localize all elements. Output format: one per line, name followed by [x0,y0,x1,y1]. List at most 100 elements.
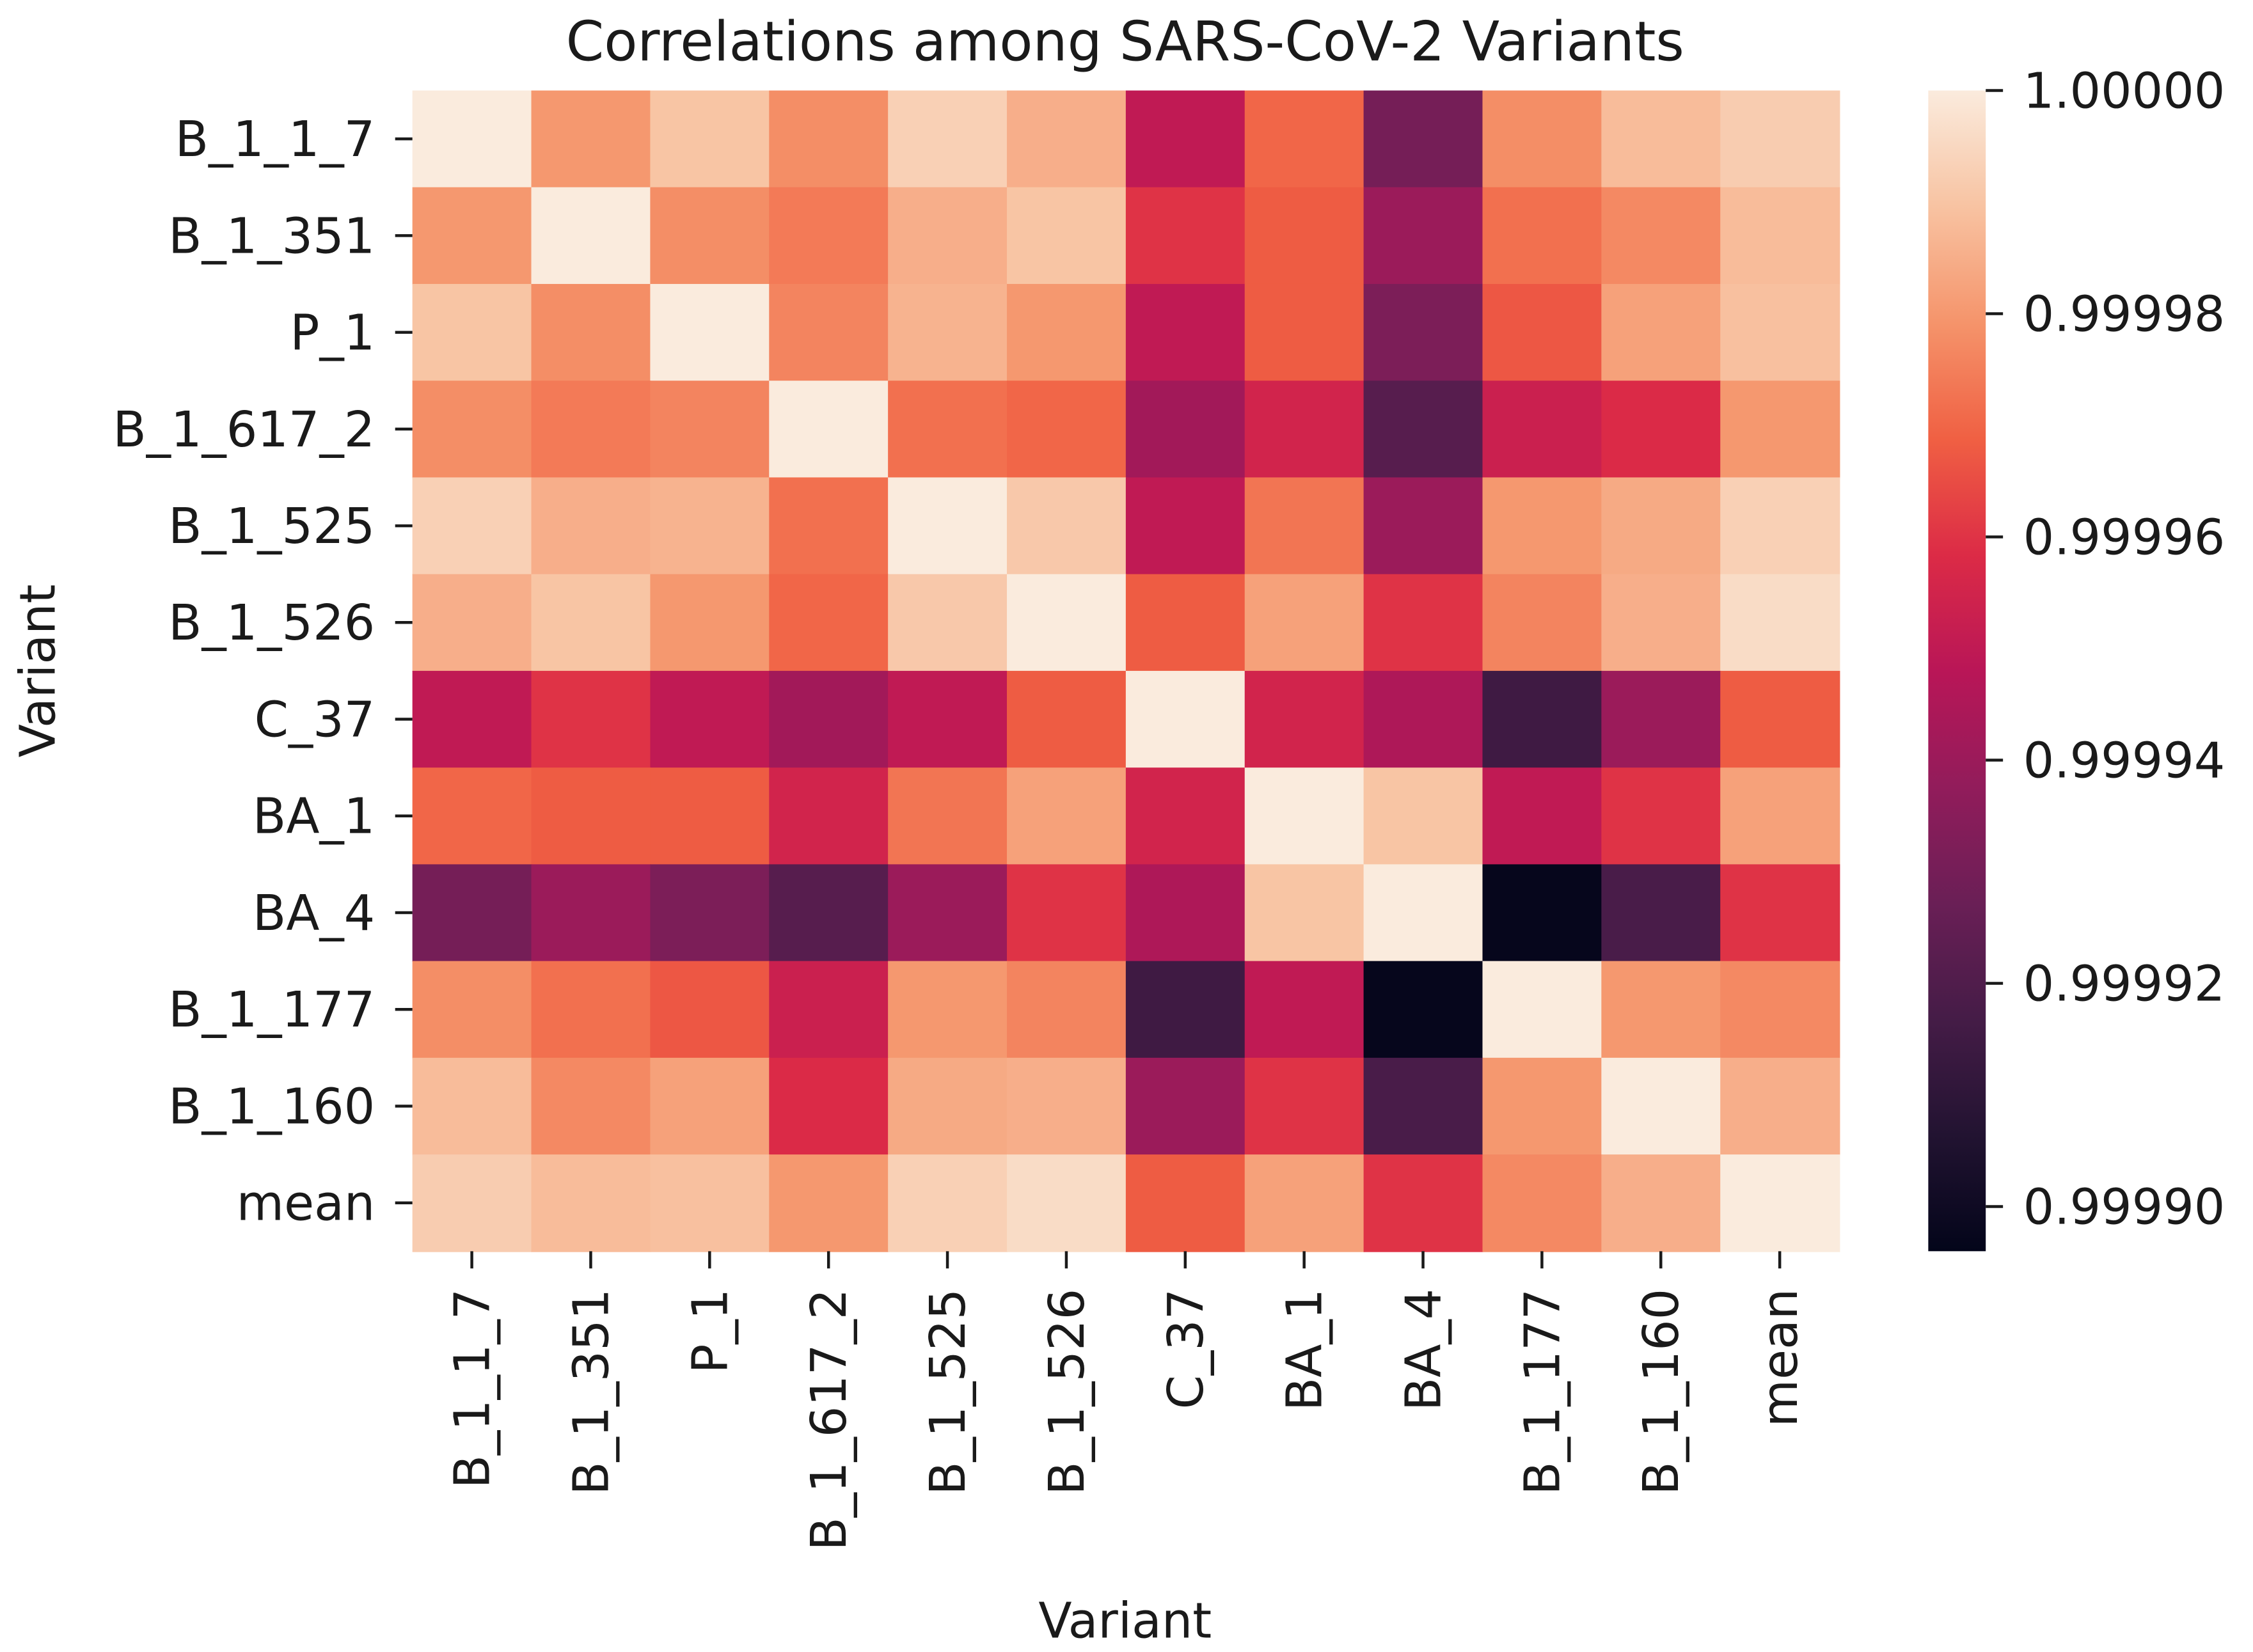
heatmap-cell [1125,477,1246,576]
heatmap-cell [888,381,1008,478]
heatmap-cell [1007,283,1127,382]
y-axis-ticks: B_1_1_7 B_1_351 P_1 B_1_617_2 B_1_525 B_1_526… [113,111,413,1232]
y-tick-label: B_1_177 [168,982,375,1039]
heatmap-cell [1720,670,1840,769]
heatmap-cell [769,477,889,576]
heatmap-cell [888,864,1008,962]
heatmap-cell [1125,187,1246,285]
heatmap-cell [769,767,889,865]
heatmap-cell [769,670,889,769]
heatmap-cell [650,283,770,382]
heatmap-cell [888,670,1008,769]
heatmap-cell [1363,864,1483,962]
heatmap-cell [769,574,889,672]
heatmap-cell [1363,574,1483,672]
heatmap-cell [1244,477,1364,576]
colorbar [1928,90,1986,1252]
heatmap-cell [769,381,889,478]
heatmap-cell [1482,1057,1602,1156]
heatmap-cell [888,1154,1008,1252]
heatmap-cell [1482,574,1602,672]
heatmap-cell [1482,961,1602,1059]
y-axis-label: Variant [10,585,67,758]
heatmap-cell [1601,1057,1721,1156]
heatmap-cell [1125,574,1246,672]
heatmap-cell [1720,1154,1840,1252]
y-tick-label: B_1_160 [168,1078,375,1135]
heatmap-cell [1125,381,1246,478]
heatmap-cell [1244,961,1364,1059]
heatmap-cell [1125,670,1246,769]
heatmap-cell [412,90,532,189]
heatmap-cell [412,961,532,1059]
heatmap-cell [1007,90,1127,189]
heatmap-cell [888,1057,1008,1156]
y-tick-label: B_1_526 [168,595,375,652]
y-tick-label: BA_4 [253,885,375,942]
colorbar-tick-label: 0.99996 [2023,509,2225,566]
heatmap-cell [531,574,651,672]
heatmap-cell [1244,1154,1364,1252]
heatmap-cell [412,864,532,962]
heatmap-cell [412,1154,532,1252]
heatmap-cell [1482,187,1602,285]
heatmap-cell [769,864,889,962]
heatmap-cell [1007,767,1127,865]
heatmap-cell [1601,961,1721,1059]
heatmap-cell [531,1057,651,1156]
heatmap-cell [1482,670,1602,769]
heatmap-cell [1601,381,1721,478]
x-axis-label: Variant [1038,1593,1212,1650]
heatmap-cell [1007,670,1127,769]
heatmap-cell [1482,90,1602,189]
heatmap-cell [1601,90,1721,189]
x-tick-label: B_1_351 [563,1289,620,1495]
heatmap-cell [1720,187,1840,285]
heatmap-cell [1244,767,1364,865]
heatmap-cell [1244,864,1364,962]
heatmap-cell [1363,477,1483,576]
heatmap-cell [1482,283,1602,382]
x-tick-label: B_1_525 [920,1289,977,1495]
x-tick-label: mean [1752,1289,1809,1428]
y-tick-label: mean [237,1176,376,1232]
heatmap-cell [1244,574,1364,672]
heatmap-cell [1601,1154,1721,1252]
heatmap-cell [412,574,532,672]
heatmap-cell [412,187,532,285]
x-tick-label: P_1 [682,1289,739,1374]
heatmap-cell [1720,381,1840,478]
heatmap-cell [1363,670,1483,769]
heatmap-cell [1363,1154,1483,1252]
heatmap-cell [650,1057,770,1156]
heatmap-cell [1482,864,1602,962]
heatmap-cell [1720,574,1840,672]
heatmap-cell [1601,477,1721,576]
y-tick-label: P_1 [290,305,375,362]
heatmap-cell [531,1154,651,1252]
colorbar-tick-label: 0.99994 [2023,732,2225,789]
heatmap-cells [412,90,1840,1252]
x-tick-label: B_1_617_2 [801,1289,858,1551]
heatmap-cell [412,1057,532,1156]
colorbar-tick-label: 0.99998 [2023,286,2225,343]
x-tick-label: B_1_526 [1039,1289,1096,1495]
heatmap-cell [769,1154,889,1252]
colorbar-tick-label: 0.99990 [2023,1179,2225,1236]
heatmap-cell [412,767,532,865]
heatmap-cell [531,90,651,189]
heatmap-cell [1720,90,1840,189]
heatmap-cell [1363,381,1483,478]
heatmap-cell [531,477,651,576]
colorbar-tick-label: 1.00000 [2023,63,2225,120]
heatmap-cell [1720,864,1840,962]
heatmap-cell [1601,767,1721,865]
heatmap-cell [1007,864,1127,962]
heatmap-cell [1482,477,1602,576]
heatmap-cell [1125,90,1246,189]
heatmap-cell [1007,961,1127,1059]
heatmap-cell [888,90,1008,189]
heatmap-cell [1007,381,1127,478]
heatmap-cell [650,961,770,1059]
